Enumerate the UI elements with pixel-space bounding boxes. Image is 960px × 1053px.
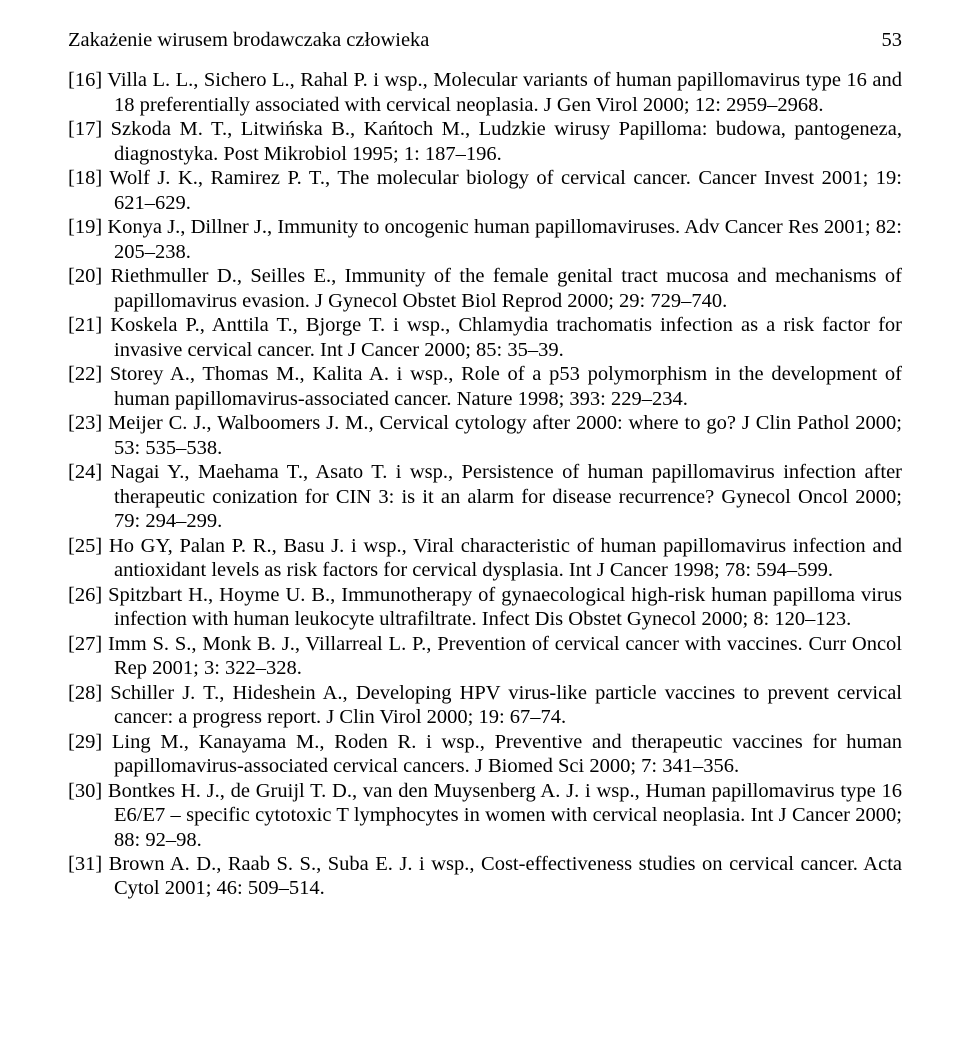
reference-item: [18] Wolf J. K., Ramirez P. T., The mole… <box>68 166 902 215</box>
page-header: Zakażenie wirusem brodawczaka człowieka … <box>68 28 902 52</box>
reference-item: [31] Brown A. D., Raab S. S., Suba E. J.… <box>68 852 902 901</box>
reference-list: [16] Villa L. L., Sichero L., Rahal P. i… <box>68 68 902 900</box>
reference-item: [25] Ho GY, Palan P. R., Basu J. i wsp.,… <box>68 534 902 583</box>
reference-item: [27] Imm S. S., Monk B. J., Villarreal L… <box>68 632 902 681</box>
reference-item: [17] Szkoda M. T., Litwińska B., Kańtoch… <box>68 117 902 166</box>
reference-item: [19] Konya J., Dillner J., Immunity to o… <box>68 215 902 264</box>
running-title: Zakażenie wirusem brodawczaka człowieka <box>68 28 429 52</box>
reference-item: [28] Schiller J. T., Hideshein A., Devel… <box>68 681 902 730</box>
reference-item: [23] Meijer C. J., Walboomers J. M., Cer… <box>68 411 902 460</box>
reference-item: [21] Koskela P., Anttila T., Bjorge T. i… <box>68 313 902 362</box>
page-number: 53 <box>882 28 903 52</box>
reference-item: [22] Storey A., Thomas M., Kalita A. i w… <box>68 362 902 411</box>
reference-item: [29] Ling M., Kanayama M., Roden R. i ws… <box>68 730 902 779</box>
reference-item: [24] Nagai Y., Maehama T., Asato T. i ws… <box>68 460 902 533</box>
reference-item: [20] Riethmuller D., Seilles E., Immunit… <box>68 264 902 313</box>
reference-item: [16] Villa L. L., Sichero L., Rahal P. i… <box>68 68 902 117</box>
reference-item: [30] Bontkes H. J., de Gruijl T. D., van… <box>68 779 902 852</box>
reference-item: [26] Spitzbart H., Hoyme U. B., Immunoth… <box>68 583 902 632</box>
